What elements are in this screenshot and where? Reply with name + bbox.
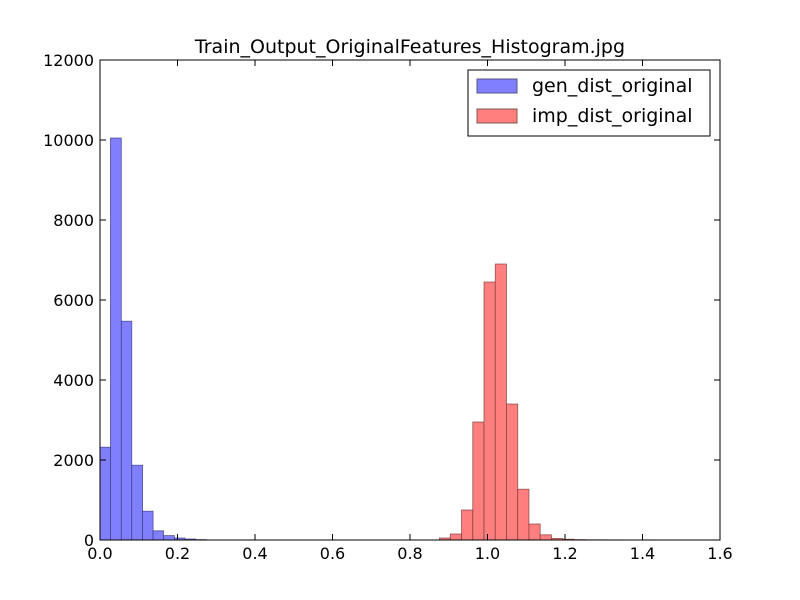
bar-gen-3 — [131, 464, 144, 541]
x-tick-label-1: 0.2 — [165, 544, 190, 563]
legend: gen_dist_original imp_dist_original — [467, 69, 711, 137]
ticks-layer: 0.0 0.2 0.4 0.6 0.8 1.0 1.2 1.4 1.6 0 2000 4000 6000… — [43, 51, 733, 563]
plot-frame — [99, 59, 721, 541]
x-tick-label-7: 1.4 — [630, 544, 655, 563]
x-tick-label-6: 1.2 — [552, 544, 577, 563]
bar-gen-2 — [120, 320, 133, 541]
bar-imp-4 — [483, 281, 496, 541]
chart-title: Train_Output_OriginalFeatures_Histogram.… — [194, 36, 625, 58]
y-tick-label-0: 0 — [84, 531, 94, 550]
bar-gen-1 — [110, 137, 122, 541]
y-tick-label-5: 10000 — [43, 131, 94, 150]
legend-label-gen: gen_dist_original — [532, 75, 693, 97]
x-tick-label-3: 0.6 — [320, 544, 345, 563]
y-tick-label-3: 6000 — [53, 291, 94, 310]
bar-imp-7 — [517, 488, 530, 541]
bar-imp-2 — [461, 509, 474, 541]
y-tick-label-6: 12000 — [43, 51, 94, 70]
bar-imp-5 — [494, 263, 507, 541]
bar-imp-9 — [539, 534, 552, 541]
bar-gen-5 — [152, 530, 164, 541]
legend-swatch-gen — [476, 78, 518, 94]
x-tick-label-2: 0.4 — [242, 544, 267, 563]
x-tick-label-5: 1.0 — [475, 544, 500, 563]
legend-label-imp: imp_dist_original — [532, 105, 693, 127]
bar-gen-0 — [99, 446, 111, 541]
bar-imp-8 — [528, 523, 541, 541]
bar-gen-6 — [163, 535, 175, 541]
y-tick-label-4: 8000 — [53, 211, 94, 230]
x-tick-label-4: 0.8 — [397, 544, 422, 563]
x-tick-label-8: 1.6 — [707, 544, 732, 563]
bar-gen-4 — [142, 510, 154, 541]
y-tick-label-2: 4000 — [53, 371, 94, 390]
x-tick-label-0: 0.0 — [87, 544, 112, 563]
bar-imp-1 — [449, 533, 462, 541]
legend-swatch-imp — [476, 108, 518, 124]
bar-imp-3 — [472, 421, 485, 541]
bar-imp-6 — [506, 403, 519, 541]
y-tick-label-1: 2000 — [53, 451, 94, 470]
